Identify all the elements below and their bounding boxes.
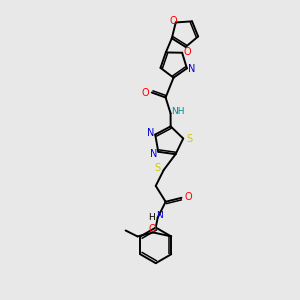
Text: S: S [155, 163, 161, 173]
Text: N: N [156, 211, 163, 220]
Text: O: O [142, 88, 150, 98]
Text: N: N [188, 64, 196, 74]
Text: O: O [148, 224, 156, 233]
Text: O: O [183, 47, 191, 57]
Text: O: O [170, 16, 178, 26]
Text: N: N [150, 149, 157, 159]
Text: O: O [184, 192, 192, 202]
Text: N: N [147, 128, 154, 138]
Text: NH: NH [171, 107, 184, 116]
Text: S: S [186, 134, 192, 143]
Text: H: H [148, 213, 155, 222]
